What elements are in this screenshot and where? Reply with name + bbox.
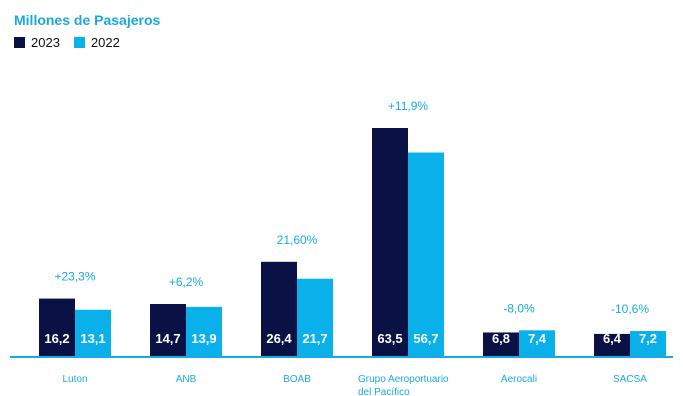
bar-2022-1 [186,306,222,357]
chart-legend: 2023 2022 [14,35,134,50]
bar-value-label-2023-5: 6,4 [603,331,622,346]
growth-annotation-2: 21,60% [277,233,318,247]
legend-swatch-2022 [73,37,85,48]
bar-value-label-2023-2: 26,4 [266,331,292,346]
legend-swatch-2023 [14,37,25,48]
bar-value-label-2022-2: 21,7 [302,331,327,346]
category-label-4: Aerocali [501,374,537,385]
bar-value-label-2022-4: 7,4 [528,331,547,346]
bar-value-label-2022-5: 7,2 [639,331,657,346]
bar-2023-4 [483,332,519,357]
bar-value-label-2023-0: 16,2 [44,331,69,346]
bar-value-label-2022-1: 13,9 [191,331,216,346]
bar-2022-3 [408,152,444,357]
bar-2023-5 [594,333,630,357]
bar-2022-2 [297,278,333,357]
bar-value-label-2022-0: 13,1 [80,331,105,346]
growth-annotation-1: +6,2% [169,275,204,289]
growth-annotation-4: -8,0% [503,301,535,315]
category-label-2: BOAB [283,374,311,385]
legend-label-2023: 2023 [31,35,60,50]
bar-value-label-2023-4: 6,8 [492,331,510,346]
bar-value-label-2023-1: 14,7 [155,331,180,346]
bar-2022-5 [630,331,666,357]
bar-2022-0 [75,309,111,357]
growth-annotation-5: -10,6% [611,302,649,316]
bar-2023-0 [39,298,75,357]
category-label-5: SACSA [613,374,647,385]
legend-item-2022: 2022 [73,35,120,50]
category-label-0: Luton [62,374,87,385]
growth-annotation-0: +23,3% [54,270,95,284]
bar-2022-4 [519,330,555,357]
category-label-1: ANB [176,374,197,385]
legend-label-2022: 2022 [90,35,120,50]
growth-annotation-3: +11,9% [388,99,428,113]
bar-value-label-2023-3: 63,5 [377,331,402,346]
bar-2023-2 [261,261,297,357]
legend-item-2023: 2023 [14,35,60,50]
bar-value-label-2022-3: 56,7 [413,331,438,346]
bar-2023-3 [372,128,408,357]
category-label-3: Grupo Aeroportuario del Pacífico [358,374,449,396]
bar-2023-1 [150,303,186,357]
chart-title: Millones de Pasajeros [14,12,161,28]
